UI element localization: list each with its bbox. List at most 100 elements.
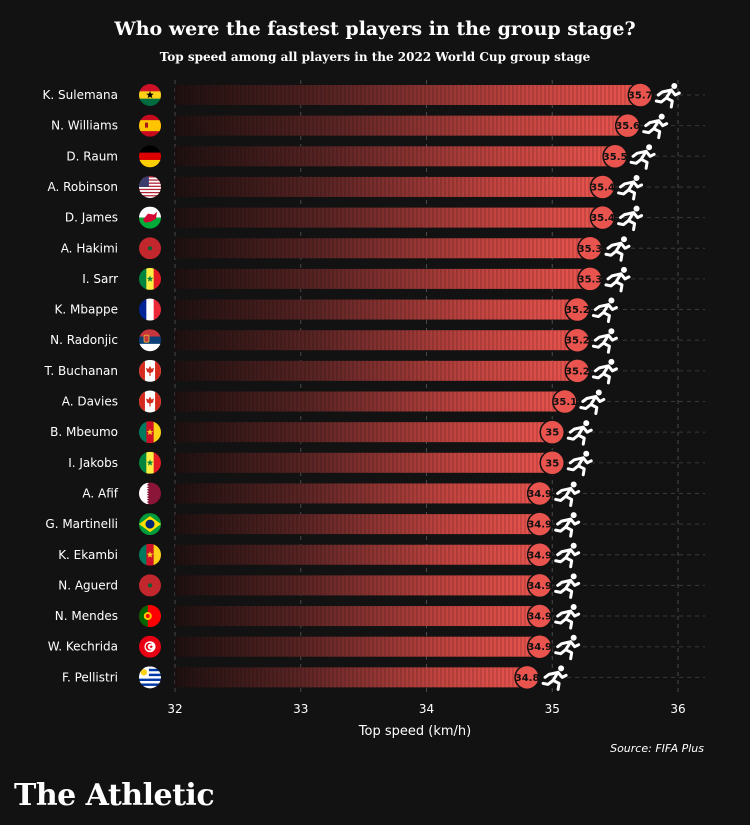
bar-end-marker — [514, 664, 540, 691]
bar-texture — [175, 146, 616, 167]
running-player-icon — [566, 450, 593, 477]
bar-end-marker — [539, 419, 565, 445]
bar-end-marker — [589, 174, 616, 200]
bar-end-marker — [627, 82, 654, 108]
x-tick-label: 36 — [670, 702, 685, 716]
usa-flag — [139, 175, 161, 198]
bar-end-marker — [614, 112, 641, 139]
bar-texture — [175, 422, 553, 443]
x-tick-label: 32 — [167, 702, 182, 716]
x-axis: 32 33 34 35 36 — [167, 702, 685, 716]
player-label: G. Martinelli — [45, 517, 118, 531]
running-player-icon — [554, 573, 581, 599]
bar-texture — [175, 360, 578, 381]
bar-texture — [175, 85, 641, 105]
value-label: 35.4 — [590, 213, 615, 224]
value-label: 35.6 — [615, 121, 640, 132]
player-label: W. Kechrida — [48, 640, 118, 654]
x-axis-label: Top speed (km/h) — [358, 724, 471, 739]
qatar-flag — [139, 482, 161, 505]
bar-texture — [175, 330, 578, 351]
grid-lines — [174, 80, 705, 695]
running-player-icon — [554, 512, 581, 538]
bar-texture — [175, 514, 540, 535]
running-player-icon — [591, 328, 618, 354]
bar-end-marker — [526, 480, 553, 507]
x-tick-label: 34 — [419, 702, 434, 716]
value-label: 34.9 — [527, 520, 552, 531]
bar-texture — [175, 176, 603, 197]
player-label: N. Williams — [51, 119, 118, 133]
senegal-flag — [139, 451, 161, 474]
running-player-icon — [642, 113, 669, 140]
player-label: T. Buchanan — [44, 364, 119, 378]
value-label: 35.2 — [565, 336, 590, 347]
bar-texture — [175, 115, 628, 136]
value-label: 34.9 — [527, 642, 552, 653]
cameroon-flag — [139, 543, 161, 566]
value-label: 35 — [545, 458, 559, 469]
uruguay-flag — [139, 666, 161, 689]
player-label: F. Pellistri — [62, 670, 118, 684]
running-player-icon — [566, 420, 593, 446]
running-player-icon — [591, 297, 618, 324]
running-player-icon — [604, 266, 631, 293]
value-label: 34.9 — [527, 612, 552, 623]
cameroon-flag — [139, 421, 161, 444]
value-label: 35.3 — [578, 274, 603, 285]
brand-logo: The Athletic — [14, 778, 215, 813]
portugal-flag — [139, 605, 161, 628]
france-flag — [139, 298, 161, 321]
bar-end-marker — [602, 143, 628, 170]
bar-end-marker — [589, 204, 616, 231]
serbia-flag — [139, 329, 161, 352]
bar-end-marker — [577, 235, 603, 261]
canada-flag — [139, 390, 161, 413]
value-label: 35.4 — [590, 182, 615, 193]
value-label: 34.9 — [527, 550, 552, 561]
player-label: A. Hakimi — [61, 241, 118, 255]
bar-end-marker — [526, 633, 553, 660]
wales-flag — [139, 206, 161, 229]
ghana-flag — [139, 84, 161, 106]
value-label: 35.3 — [578, 244, 603, 255]
value-label: 34.9 — [527, 581, 552, 592]
bar-end-marker — [564, 327, 591, 353]
bar-chart: K. Sulemana 35.7 N. Williams 35.6 D. Raum 35.… — [43, 80, 705, 739]
value-label: 35 — [545, 428, 559, 439]
bar-texture — [175, 544, 540, 565]
bar-end-marker — [564, 358, 591, 384]
player-label: A. Robinson — [47, 180, 118, 194]
value-label: 35.5 — [603, 152, 628, 163]
bar-texture — [175, 207, 603, 228]
chart-subtitle: Top speed among all players in the 2022 … — [159, 50, 591, 64]
x-tick-label: 35 — [545, 702, 560, 716]
running-player-icon — [579, 389, 606, 415]
bar-end-marker — [526, 511, 553, 537]
brazil-flag — [139, 513, 161, 536]
player-label: D. Raum — [66, 149, 118, 163]
bar-end-marker — [552, 388, 578, 415]
x-tick-label: 33 — [293, 702, 308, 716]
player-label: K. Sulemana — [43, 88, 118, 102]
spain-flag — [139, 114, 161, 137]
running-player-icon — [604, 236, 631, 262]
bar-texture — [175, 238, 590, 259]
running-player-icon — [554, 481, 581, 507]
player-label: B. Mbeumo — [50, 425, 118, 439]
bar-texture — [175, 391, 565, 412]
player-label: I. Sarr — [82, 272, 118, 286]
running-player-icon — [629, 144, 656, 170]
tunisia-flag — [139, 635, 161, 658]
value-label: 35.7 — [628, 91, 653, 102]
canada-flag — [139, 359, 161, 382]
running-player-icon — [617, 205, 644, 232]
value-label: 34.9 — [527, 489, 552, 500]
bar-end-marker — [564, 296, 591, 323]
germany-flag — [139, 145, 161, 168]
bars: K. Sulemana 35.7 N. Williams 35.6 D. Raum 35.… — [43, 82, 681, 691]
running-player-icon — [541, 665, 568, 691]
running-player-icon — [554, 634, 581, 661]
running-player-icon — [554, 604, 581, 630]
bar-end-marker — [526, 542, 553, 568]
